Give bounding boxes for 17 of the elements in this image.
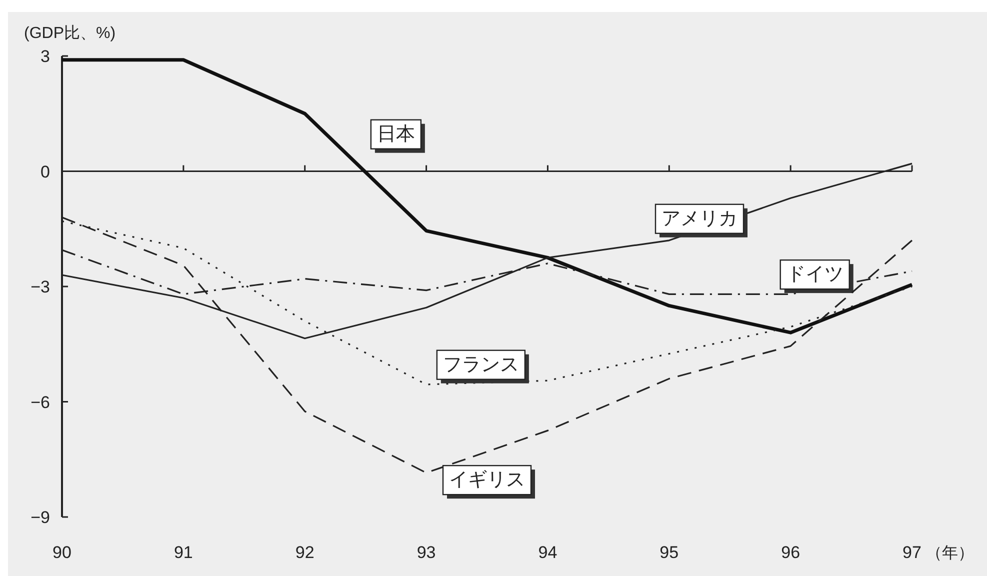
y-axis-title: (GDP比、%) bbox=[24, 24, 116, 42]
x-tick-label: 94 bbox=[538, 543, 558, 562]
x-tick-label: 93 bbox=[416, 543, 436, 562]
y-tick-label: 3 bbox=[40, 47, 50, 66]
y-tick-label: −3 bbox=[30, 278, 50, 296]
x-axis-title: （年） bbox=[926, 545, 974, 562]
y-tick-label: −6 bbox=[30, 392, 50, 412]
x-tick-label: 95 bbox=[660, 543, 679, 562]
y-tick-label: 0 bbox=[40, 162, 50, 182]
series-label: フランス bbox=[442, 354, 519, 376]
x-tick-label: 91 bbox=[174, 543, 193, 562]
x-tick-label: 97 bbox=[902, 543, 922, 562]
y-tick-label: −9 bbox=[30, 508, 50, 527]
x-tick-label: 96 bbox=[781, 543, 800, 562]
series-label: イギリス bbox=[449, 470, 525, 491]
x-tick-label: 92 bbox=[295, 543, 314, 562]
x-tick-label: 90 bbox=[52, 543, 72, 562]
